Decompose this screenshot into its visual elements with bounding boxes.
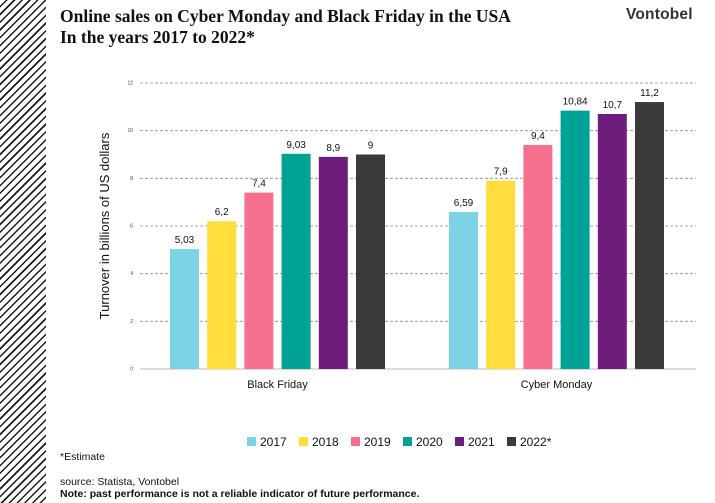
title-line-1: Online sales on Cyber Monday and Black F… (60, 6, 511, 26)
data-label: 5,03 (175, 235, 195, 246)
legend-swatch (299, 437, 308, 446)
bar (449, 211, 478, 369)
brand-logo: Vontobel (626, 6, 693, 23)
legend-label: 2018 (312, 435, 339, 449)
data-label: 8,9 (326, 143, 340, 154)
bar (244, 192, 274, 369)
disclaimer-note: Note: past performance is not a reliable… (60, 488, 420, 500)
data-label: 7,9 (494, 167, 508, 178)
page-title: Online sales on Cyber Monday and Black F… (60, 6, 511, 48)
data-label: 9,4 (531, 131, 545, 142)
y-tick-label: 12 (127, 81, 133, 87)
y-tick-label: 10 (127, 128, 133, 134)
legend-label: 2019 (364, 435, 391, 449)
data-label: 9 (368, 141, 374, 152)
bar (281, 153, 311, 369)
legend-label: 2017 (260, 435, 287, 449)
legend-label: 2021 (468, 435, 495, 449)
hatched-decoration (0, 0, 46, 503)
legend-swatch (455, 437, 464, 446)
estimate-footnote: *Estimate (60, 451, 105, 463)
data-label: 6,2 (215, 207, 229, 218)
legend-swatch (247, 437, 256, 446)
bar (356, 154, 385, 369)
data-label: 11,2 (640, 88, 659, 99)
legend-swatch (507, 437, 516, 446)
bar (560, 110, 590, 369)
legend-swatch (351, 437, 360, 446)
y-axis-label: Turnover in billions of US dollars (97, 132, 112, 319)
y-tick-label: 4 (130, 271, 133, 277)
category-label: Cyber Monday (521, 379, 593, 391)
legend-label: 2022* (520, 435, 552, 449)
y-tick-label: 2 (130, 319, 133, 325)
y-tick-label: 8 (130, 176, 133, 182)
bar (486, 180, 516, 369)
data-label: 6,59 (454, 198, 474, 209)
y-tick-label: 6 (130, 224, 133, 230)
legend-swatch (403, 437, 412, 446)
data-label: 7,4 (252, 179, 266, 190)
bar (170, 249, 199, 369)
data-label: 10,7 (603, 100, 623, 111)
category-label: Black Friday (247, 379, 308, 391)
bar (523, 144, 553, 369)
title-line-2: In the years 2017 to 2022* (60, 27, 255, 47)
source-text: source: Statista, Vontobel (60, 476, 180, 488)
y-tick-label: 0 (130, 367, 133, 373)
data-label: 9,03 (286, 140, 306, 151)
bar (597, 113, 627, 369)
bar (318, 156, 348, 369)
bar (635, 102, 664, 370)
data-label: 10,84 (563, 97, 588, 108)
bar (207, 221, 237, 369)
legend-label: 2020 (416, 435, 443, 449)
